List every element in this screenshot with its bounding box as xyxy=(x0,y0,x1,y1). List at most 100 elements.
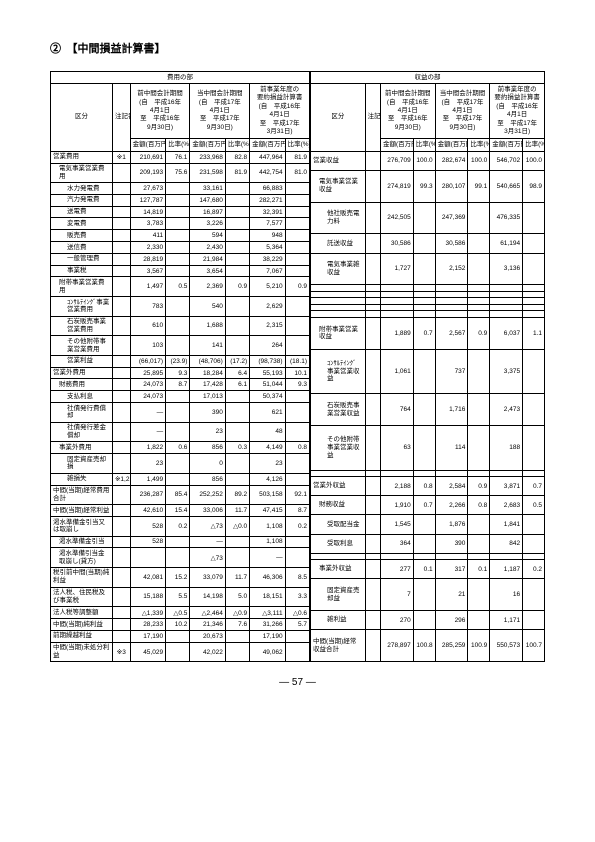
cell: 282,271 xyxy=(250,194,285,206)
cell: 0.9 xyxy=(468,317,490,349)
row-label: 販売費 xyxy=(51,230,113,242)
cell: 2,584 xyxy=(435,477,468,496)
cell: 8.5 xyxy=(285,567,309,587)
cell: 24,073 xyxy=(130,379,165,391)
cell xyxy=(225,242,249,254)
cell xyxy=(523,253,545,285)
cell: 89.2 xyxy=(225,485,249,505)
table-row: 雑損失※1,21,4998564,126 xyxy=(51,473,310,485)
cell xyxy=(166,473,190,485)
cell: 48 xyxy=(250,422,285,442)
row-note xyxy=(365,515,380,534)
cell: 81.9 xyxy=(225,163,249,183)
row-label: 支払利息 xyxy=(51,391,113,403)
cell: 546,702 xyxy=(490,151,523,170)
col-amount: 金額(百万円) xyxy=(130,139,165,151)
cell: 276,709 xyxy=(380,151,413,170)
table-row: 石炭販売事業営業費用6101,6882,315 xyxy=(51,316,310,336)
cell: 23 xyxy=(250,454,285,474)
row-label: その他附帯事業営業費用 xyxy=(51,336,113,356)
cell: 3,375 xyxy=(490,349,523,394)
cell: 9.3 xyxy=(166,367,190,379)
col-note: 注記番号 xyxy=(365,84,380,151)
cell: 17,013 xyxy=(190,391,225,403)
cell xyxy=(523,534,545,553)
row-label: 社債発行費償却 xyxy=(51,403,113,423)
cell xyxy=(166,297,190,317)
cell xyxy=(285,297,309,317)
table-row: 電気事業営業収益274,81999.3280,10799.1540,66598.… xyxy=(311,170,545,202)
cell: 2,266 xyxy=(435,496,468,515)
cell: 15,188 xyxy=(130,587,165,607)
cell xyxy=(225,194,249,206)
row-note xyxy=(112,163,130,183)
cell xyxy=(225,454,249,474)
cell: 594 xyxy=(190,230,225,242)
cell xyxy=(523,515,545,534)
cell: 82.8 xyxy=(225,151,249,163)
cell: 4,126 xyxy=(250,473,285,485)
cell: ― xyxy=(250,548,285,568)
cell: 1.1 xyxy=(523,317,545,349)
cell: 0.2 xyxy=(166,517,190,537)
cell xyxy=(285,253,309,265)
cell xyxy=(413,349,435,394)
cell xyxy=(166,183,190,195)
cell xyxy=(285,391,309,403)
cell: 98.9 xyxy=(523,170,545,202)
col-note: 注記番号 xyxy=(112,84,130,151)
row-note xyxy=(112,206,130,218)
cell: 277 xyxy=(380,560,413,579)
row-label: 事業外収益 xyxy=(311,560,366,579)
cell: 7,067 xyxy=(250,265,285,277)
table-row: 雑利益2702961,171 xyxy=(311,611,545,630)
cell: 411 xyxy=(130,230,165,242)
table-row: 事業外収益2770.13170.11,1870.2 xyxy=(311,560,545,579)
table-row: 附帯事業営業収益1,8890.72,5670.96,0371.1 xyxy=(311,317,545,349)
row-note xyxy=(112,630,130,642)
cell xyxy=(166,206,190,218)
cell: 5.0 xyxy=(225,587,249,607)
cell: 3,654 xyxy=(190,265,225,277)
col-period3: 前事業年度の 要約損益計算書 (自 平成16年 4月1日 至 平成17年 3月3… xyxy=(490,84,545,139)
cell xyxy=(468,534,490,553)
cell: △1,339 xyxy=(130,607,165,619)
cell: 783 xyxy=(130,297,165,317)
col-ratio: 比率(%) xyxy=(413,139,435,151)
cell: 14,819 xyxy=(130,206,165,218)
cell xyxy=(413,394,435,426)
cell: 210,691 xyxy=(130,151,165,163)
cell: 0.8 xyxy=(468,496,490,515)
cell: 81.0 xyxy=(285,163,309,183)
cell: 1,822 xyxy=(130,442,165,454)
table-row: 渇水準備引当金取崩し(貸方)△73― xyxy=(51,548,310,568)
row-note xyxy=(365,496,380,515)
cell: 33,161 xyxy=(190,183,225,195)
cell xyxy=(523,349,545,394)
row-note xyxy=(112,567,130,587)
cell xyxy=(166,316,190,336)
cell: (66,017) xyxy=(130,355,165,367)
col-period1: 前中間会計期間 (自 平成16年 4月1日 至 平成16年 9月30日) xyxy=(130,84,190,139)
cell: 442,754 xyxy=(250,163,285,183)
cell xyxy=(225,548,249,568)
cell xyxy=(523,202,545,234)
cell xyxy=(468,394,490,426)
cell xyxy=(166,336,190,356)
cell: 7 xyxy=(380,579,413,611)
row-note xyxy=(112,536,130,548)
cell xyxy=(285,422,309,442)
cell: 0.7 xyxy=(523,477,545,496)
row-note xyxy=(365,560,380,579)
row-note xyxy=(112,316,130,336)
cell xyxy=(225,297,249,317)
cell: 17,190 xyxy=(250,630,285,642)
cell: 18,284 xyxy=(190,367,225,379)
cell: 7.6 xyxy=(225,619,249,631)
cell: 75.6 xyxy=(166,163,190,183)
cell: 503,158 xyxy=(250,485,285,505)
cell: 231,598 xyxy=(190,163,225,183)
table-row: 中間(当期)経常利益42,61015.433,00611.747,4158.7 xyxy=(51,505,310,517)
row-note xyxy=(365,630,380,662)
cell: 610 xyxy=(130,316,165,336)
